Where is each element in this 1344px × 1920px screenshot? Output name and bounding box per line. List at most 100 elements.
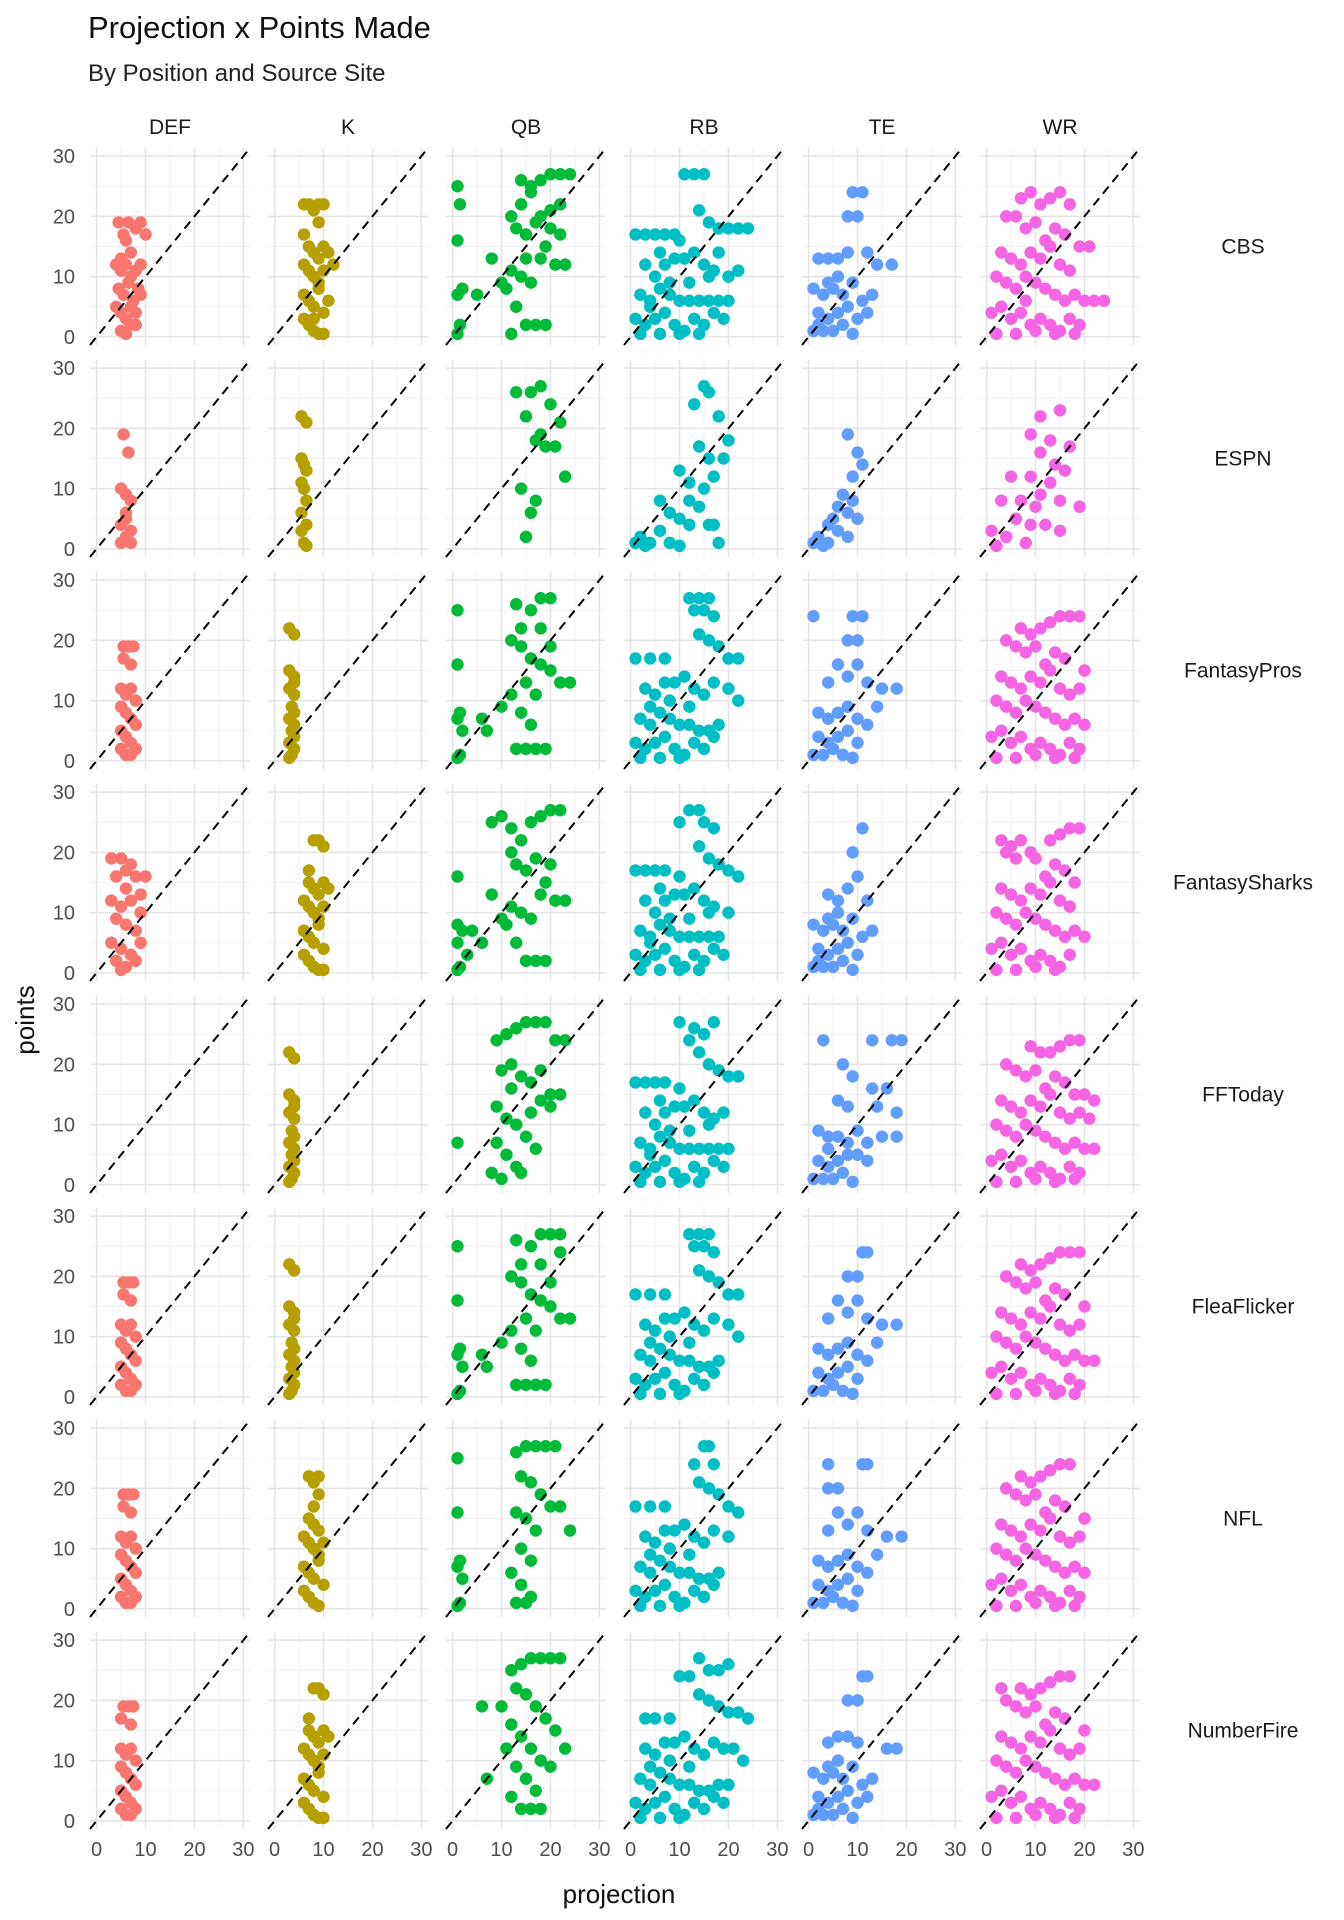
- data-point: [1034, 446, 1047, 459]
- data-point: [846, 494, 859, 507]
- data-point: [554, 676, 567, 689]
- data-point: [861, 1790, 874, 1803]
- data-point: [1004, 1312, 1018, 1325]
- y-tick-label: 20: [53, 418, 75, 440]
- data-point: [821, 1348, 835, 1361]
- data-point: [1034, 888, 1047, 901]
- data-point: [480, 724, 494, 737]
- data-point: [1068, 1172, 1081, 1186]
- data-point: [127, 1276, 140, 1289]
- data-point: [534, 1652, 547, 1665]
- y-tick-label: 30: [53, 570, 75, 592]
- data-point: [985, 524, 998, 537]
- data-point: [312, 888, 325, 901]
- data-point: [639, 1076, 652, 1089]
- data-point: [688, 1796, 701, 1809]
- panel-fantasypros-wr: [979, 571, 1141, 770]
- data-point: [505, 1664, 518, 1677]
- data-point: [875, 682, 889, 695]
- data-point: [702, 1118, 716, 1131]
- panel-cbs-k: [267, 147, 429, 346]
- data-point: [841, 1572, 854, 1585]
- data-point: [124, 1506, 138, 1519]
- data-point: [629, 228, 642, 241]
- data-point: [505, 1058, 518, 1071]
- data-point: [692, 963, 706, 977]
- data-point: [544, 1500, 557, 1513]
- panel-nfl-qb: [445, 1419, 607, 1618]
- panel-espn-rb: [623, 359, 785, 558]
- data-point: [1019, 1070, 1032, 1083]
- data-point: [985, 1578, 998, 1591]
- data-point: [995, 300, 1008, 313]
- data-point: [851, 1584, 864, 1597]
- identity-reference-line: [979, 1631, 1141, 1830]
- data-point: [673, 816, 686, 829]
- data-point: [678, 1100, 691, 1113]
- data-point: [678, 888, 691, 901]
- identity-reference-line: [445, 1631, 607, 1830]
- data-point: [995, 1730, 1008, 1743]
- data-point: [712, 930, 725, 943]
- identity-reference-line: [801, 571, 963, 770]
- data-point: [692, 1046, 706, 1059]
- data-point: [999, 210, 1013, 223]
- data-point: [1048, 646, 1062, 659]
- data-point: [510, 598, 523, 611]
- data-point: [678, 1730, 691, 1743]
- data-point: [688, 1022, 701, 1035]
- data-point: [668, 888, 681, 901]
- data-point: [500, 1742, 513, 1755]
- data-point: [658, 1524, 672, 1537]
- data-point: [870, 700, 884, 713]
- data-point: [673, 1811, 686, 1825]
- data-point: [1073, 742, 1086, 756]
- data-point: [668, 1736, 681, 1749]
- data-point: [287, 1100, 301, 1113]
- data-point: [124, 1530, 138, 1543]
- data-point: [831, 1294, 845, 1307]
- data-point: [866, 924, 879, 937]
- data-point: [119, 918, 133, 931]
- data-point: [1063, 1536, 1076, 1549]
- data-point: [1073, 1106, 1086, 1119]
- data-point: [317, 942, 330, 955]
- data-point: [831, 906, 845, 919]
- data-point: [524, 506, 538, 519]
- data-point: [702, 1270, 716, 1283]
- data-point: [124, 894, 138, 907]
- data-point: [851, 1506, 864, 1519]
- data-point: [1088, 1778, 1101, 1791]
- data-point: [287, 1312, 301, 1325]
- y-tick-label: 10: [53, 903, 75, 925]
- data-point: [999, 634, 1013, 647]
- data-point: [692, 804, 706, 817]
- data-point: [529, 1016, 542, 1029]
- data-point: [851, 512, 864, 525]
- data-point: [1009, 1811, 1023, 1825]
- data-point: [841, 936, 854, 949]
- data-point: [544, 1088, 557, 1101]
- data-point: [678, 1306, 691, 1319]
- data-point: [634, 712, 647, 725]
- data-point: [1034, 488, 1047, 501]
- x-tick-label: 20: [361, 1839, 383, 1861]
- data-point: [673, 1082, 686, 1095]
- data-point: [287, 1112, 301, 1125]
- data-point: [1009, 1387, 1023, 1401]
- data-point: [451, 1387, 464, 1401]
- data-point: [717, 1106, 730, 1119]
- data-point: [1009, 1175, 1023, 1189]
- data-point: [639, 1712, 652, 1725]
- data-point: [514, 174, 528, 187]
- data-point: [841, 1518, 854, 1531]
- data-point: [1063, 1748, 1076, 1761]
- data-point: [817, 1384, 830, 1398]
- data-point: [1048, 712, 1062, 725]
- y-tick-label: 0: [64, 1599, 75, 1621]
- data-point: [1048, 1811, 1062, 1825]
- data-point: [1039, 658, 1052, 671]
- data-point: [1068, 1088, 1081, 1101]
- data-point: [124, 536, 138, 550]
- panel-espn-te: [801, 359, 963, 558]
